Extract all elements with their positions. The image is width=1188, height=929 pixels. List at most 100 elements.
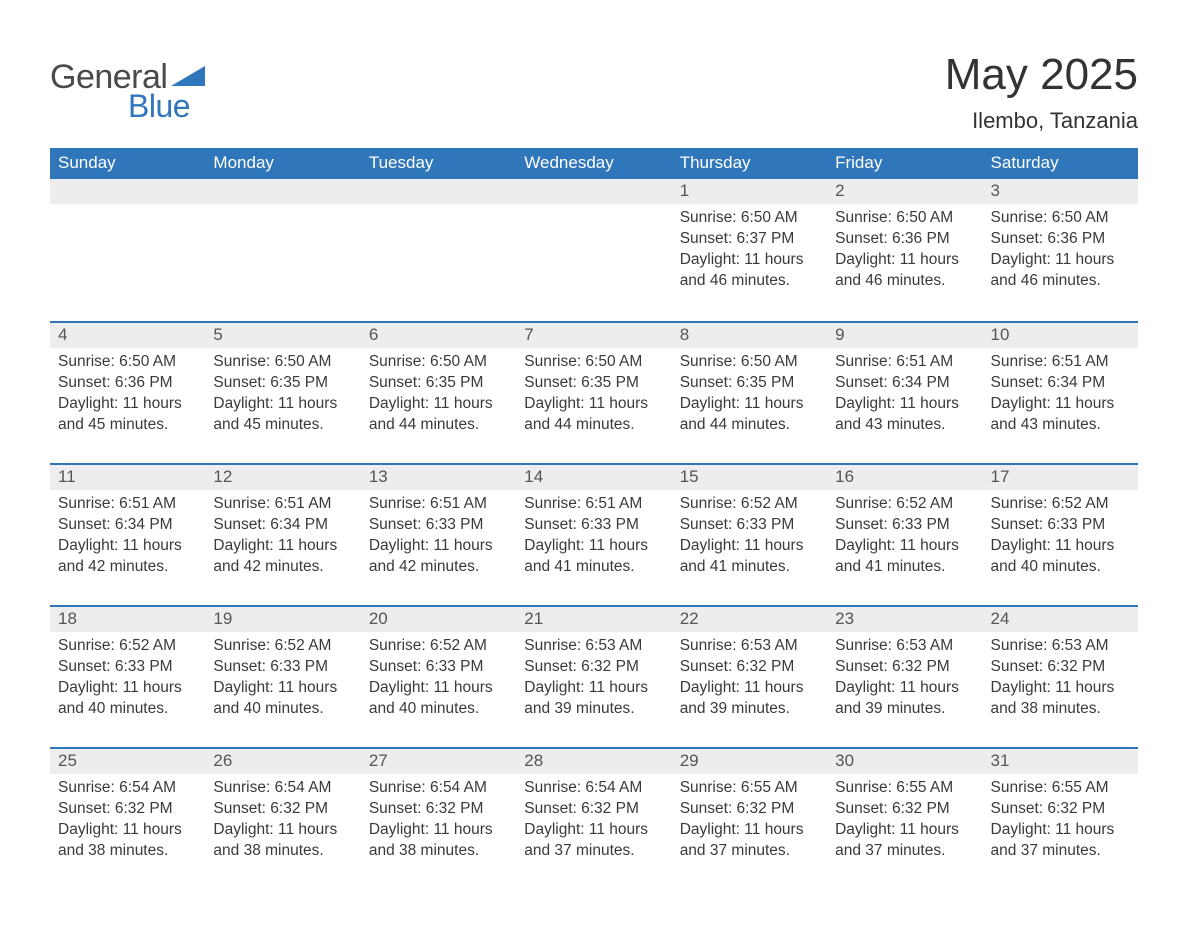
daylight-line: Daylight: 11 hours and 40 minutes. (58, 678, 197, 720)
sunrise-line: Sunrise: 6:52 AM (991, 494, 1130, 515)
day-details: Sunrise: 6:54 AMSunset: 6:32 PMDaylight:… (516, 774, 671, 870)
sunset-line: Sunset: 6:35 PM (680, 373, 819, 394)
calendar-cell: 23Sunrise: 6:53 AMSunset: 6:32 PMDayligh… (827, 607, 982, 747)
calendar-cell: 24Sunrise: 6:53 AMSunset: 6:32 PMDayligh… (983, 607, 1138, 747)
daylight-line: Daylight: 11 hours and 41 minutes. (835, 536, 974, 578)
day-details: Sunrise: 6:51 AMSunset: 6:34 PMDaylight:… (827, 348, 982, 444)
weeks-container: 1Sunrise: 6:50 AMSunset: 6:37 PMDaylight… (50, 179, 1138, 889)
day-details: Sunrise: 6:52 AMSunset: 6:33 PMDaylight:… (205, 632, 360, 728)
sunset-line: Sunset: 6:33 PM (58, 657, 197, 678)
calendar-page: General Blue May 2025 Ilembo, Tanzania S… (0, 0, 1188, 929)
sunrise-line: Sunrise: 6:53 AM (680, 636, 819, 657)
weekday-header: Monday (205, 148, 360, 179)
sunset-line: Sunset: 6:33 PM (369, 515, 508, 536)
daylight-line: Daylight: 11 hours and 42 minutes. (58, 536, 197, 578)
sunrise-line: Sunrise: 6:53 AM (835, 636, 974, 657)
day-number: 5 (205, 323, 360, 348)
sunset-line: Sunset: 6:34 PM (835, 373, 974, 394)
day-details: Sunrise: 6:53 AMSunset: 6:32 PMDaylight:… (983, 632, 1138, 728)
calendar-cell: 17Sunrise: 6:52 AMSunset: 6:33 PMDayligh… (983, 465, 1138, 605)
sunset-line: Sunset: 6:35 PM (369, 373, 508, 394)
calendar-week: 11Sunrise: 6:51 AMSunset: 6:34 PMDayligh… (50, 463, 1138, 605)
day-number: 20 (361, 607, 516, 632)
calendar-cell: 6Sunrise: 6:50 AMSunset: 6:35 PMDaylight… (361, 323, 516, 463)
calendar-week: 25Sunrise: 6:54 AMSunset: 6:32 PMDayligh… (50, 747, 1138, 889)
day-details: Sunrise: 6:53 AMSunset: 6:32 PMDaylight:… (516, 632, 671, 728)
day-number: 22 (672, 607, 827, 632)
calendar-cell: 15Sunrise: 6:52 AMSunset: 6:33 PMDayligh… (672, 465, 827, 605)
day-details: Sunrise: 6:50 AMSunset: 6:37 PMDaylight:… (672, 204, 827, 300)
day-details: Sunrise: 6:51 AMSunset: 6:34 PMDaylight:… (205, 490, 360, 586)
sunset-line: Sunset: 6:32 PM (369, 799, 508, 820)
calendar-cell: 18Sunrise: 6:52 AMSunset: 6:33 PMDayligh… (50, 607, 205, 747)
day-details: Sunrise: 6:52 AMSunset: 6:33 PMDaylight:… (827, 490, 982, 586)
day-details: Sunrise: 6:53 AMSunset: 6:32 PMDaylight:… (672, 632, 827, 728)
daylight-line: Daylight: 11 hours and 40 minutes. (991, 536, 1130, 578)
daylight-line: Daylight: 11 hours and 37 minutes. (524, 820, 663, 862)
sunrise-line: Sunrise: 6:54 AM (369, 778, 508, 799)
sunrise-line: Sunrise: 6:55 AM (680, 778, 819, 799)
day-number (205, 179, 360, 204)
sunrise-line: Sunrise: 6:51 AM (369, 494, 508, 515)
sunset-line: Sunset: 6:33 PM (680, 515, 819, 536)
day-number: 1 (672, 179, 827, 204)
day-number: 10 (983, 323, 1138, 348)
daylight-line: Daylight: 11 hours and 38 minutes. (58, 820, 197, 862)
calendar-cell: 22Sunrise: 6:53 AMSunset: 6:32 PMDayligh… (672, 607, 827, 747)
month-title: May 2025 (945, 50, 1138, 100)
day-number: 27 (361, 749, 516, 774)
daylight-line: Daylight: 11 hours and 37 minutes. (991, 820, 1130, 862)
daylight-line: Daylight: 11 hours and 39 minutes. (835, 678, 974, 720)
day-number (361, 179, 516, 204)
daylight-line: Daylight: 11 hours and 41 minutes. (524, 536, 663, 578)
sunset-line: Sunset: 6:36 PM (835, 229, 974, 250)
sunset-line: Sunset: 6:36 PM (58, 373, 197, 394)
sunrise-line: Sunrise: 6:50 AM (213, 352, 352, 373)
location-label: Ilembo, Tanzania (945, 108, 1138, 134)
daylight-line: Daylight: 11 hours and 37 minutes. (835, 820, 974, 862)
day-details (50, 204, 205, 216)
sunset-line: Sunset: 6:34 PM (213, 515, 352, 536)
calendar-cell: 29Sunrise: 6:55 AMSunset: 6:32 PMDayligh… (672, 749, 827, 889)
calendar-cell (50, 179, 205, 321)
daylight-line: Daylight: 11 hours and 41 minutes. (680, 536, 819, 578)
sunrise-line: Sunrise: 6:51 AM (213, 494, 352, 515)
day-number: 23 (827, 607, 982, 632)
daylight-line: Daylight: 11 hours and 42 minutes. (369, 536, 508, 578)
sunrise-line: Sunrise: 6:51 AM (991, 352, 1130, 373)
calendar-cell: 7Sunrise: 6:50 AMSunset: 6:35 PMDaylight… (516, 323, 671, 463)
sunrise-line: Sunrise: 6:52 AM (835, 494, 974, 515)
sunrise-line: Sunrise: 6:52 AM (369, 636, 508, 657)
day-number: 29 (672, 749, 827, 774)
sunrise-line: Sunrise: 6:50 AM (835, 208, 974, 229)
calendar-cell (516, 179, 671, 321)
day-details: Sunrise: 6:51 AMSunset: 6:33 PMDaylight:… (361, 490, 516, 586)
calendar-cell: 27 Sunrise: 6:54 AMSunset: 6:32 PMDayligh… (361, 749, 516, 889)
sunrise-line: Sunrise: 6:50 AM (369, 352, 508, 373)
day-details: Sunrise: 6:52 AMSunset: 6:33 PMDaylight:… (50, 632, 205, 728)
day-number (516, 179, 671, 204)
daylight-line: Daylight: 11 hours and 42 minutes. (213, 536, 352, 578)
day-details: Sunrise: 6:50 AMSunset: 6:36 PMDaylight:… (50, 348, 205, 444)
daylight-line: Daylight: 11 hours and 40 minutes. (369, 678, 508, 720)
calendar-cell: 25Sunrise: 6:54 AMSunset: 6:32 PMDayligh… (50, 749, 205, 889)
day-details: Sunrise: 6:51 AMSunset: 6:33 PMDaylight:… (516, 490, 671, 586)
daylight-line: Daylight: 11 hours and 46 minutes. (991, 250, 1130, 292)
sunrise-line: Sunrise: 6:55 AM (835, 778, 974, 799)
daylight-line: Daylight: 11 hours and 46 minutes. (835, 250, 974, 292)
day-number: 18 (50, 607, 205, 632)
sunrise-line: Sunrise: 6:53 AM (991, 636, 1130, 657)
sunrise-line: Sunrise: 6:55 AM (991, 778, 1130, 799)
page-header: General Blue May 2025 Ilembo, Tanzania (50, 50, 1138, 134)
sunrise-line: Sunrise: 6:52 AM (58, 636, 197, 657)
calendar-week: 18Sunrise: 6:52 AMSunset: 6:33 PMDayligh… (50, 605, 1138, 747)
daylight-line: Daylight: 11 hours and 38 minutes. (369, 820, 508, 862)
sunset-line: Sunset: 6:33 PM (991, 515, 1130, 536)
day-details: Sunrise: 6:54 AMSunset: 6:32 PMDaylight:… (205, 774, 360, 870)
sunrise-line: Sunrise: 6:50 AM (680, 352, 819, 373)
sunset-line: Sunset: 6:32 PM (835, 799, 974, 820)
sunrise-line: Sunrise: 6:51 AM (524, 494, 663, 515)
day-details: Sunrise: 6:51 AMSunset: 6:34 PMDaylight:… (50, 490, 205, 586)
calendar-cell: 28Sunrise: 6:54 AMSunset: 6:32 PMDayligh… (516, 749, 671, 889)
brand-logo: General Blue (50, 60, 205, 125)
